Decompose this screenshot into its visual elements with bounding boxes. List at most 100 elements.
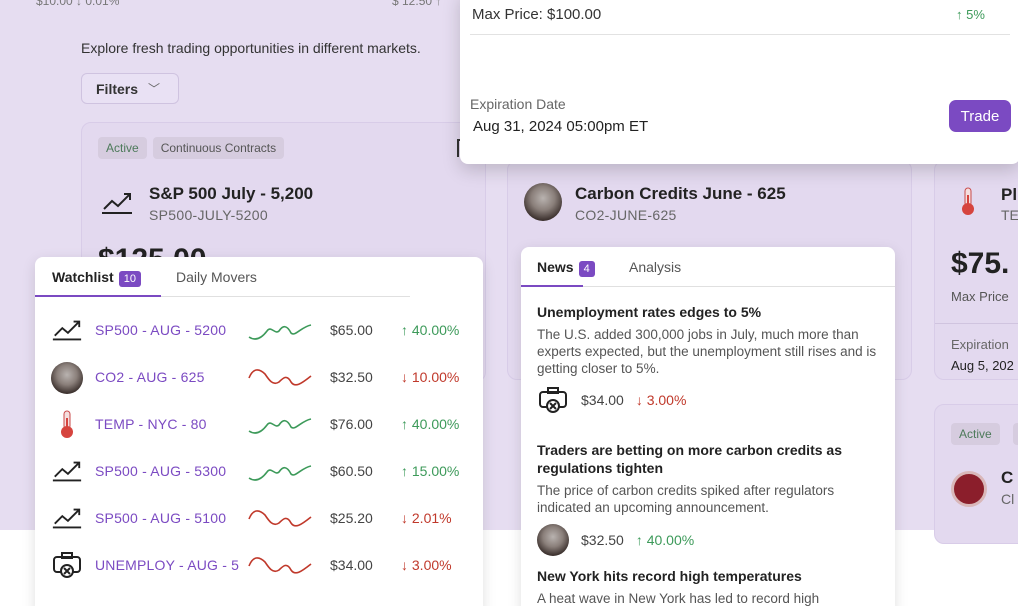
- co2-avatar: [51, 362, 83, 394]
- tab-daily-movers[interactable]: Daily Movers: [176, 269, 257, 285]
- max-price-label: Max Price: [951, 289, 1009, 304]
- watchlist-symbol[interactable]: SP500 - AUG - 5300: [95, 463, 227, 479]
- watchlist-change: ↓ 3.00%: [401, 557, 452, 573]
- news-body: A heat wave in New York has led to recor…: [537, 591, 820, 606]
- max-price: Max Price: $100.00: [472, 6, 602, 23]
- trade-button[interactable]: Trade: [949, 100, 1011, 132]
- expiration-label: Expiration Date: [470, 96, 566, 112]
- news-price: $32.50: [581, 532, 624, 548]
- expiration-date: Aug 31, 2024 05:00pm ET: [473, 118, 649, 135]
- watchlist-price: $34.00: [330, 557, 373, 573]
- briefcase-x-icon: [51, 550, 83, 582]
- watchlist-change: ↓ 2.01%: [401, 510, 452, 526]
- watchlist-price: $76.00: [330, 416, 373, 432]
- watchlist-price: $25.20: [330, 510, 373, 526]
- sparkline-up: [248, 465, 312, 481]
- card-code: Cl: [1001, 491, 1015, 507]
- card-code: CO2-JUNE-625: [575, 207, 677, 223]
- card-title: C: [1001, 468, 1014, 487]
- watchlist-tabs: Watchlist 10 Daily Movers: [35, 257, 410, 297]
- watchlist-price: $60.50: [330, 463, 373, 479]
- market-card-temp[interactable]: Pl TE $75. Max Price Expiration Aug 5, 2…: [934, 160, 1018, 380]
- top-cut-text-right: $ 12.50 ↑: [392, 0, 442, 8]
- card-title: Pl: [1001, 185, 1018, 204]
- briefcase-x-icon: [539, 387, 567, 413]
- chart-icon: [102, 193, 132, 214]
- price-change: ↑ 5%: [956, 7, 985, 22]
- count-badge: 10: [118, 271, 141, 287]
- news-body: The U.S. added 300,000 jobs in July, muc…: [537, 327, 877, 376]
- tab-watchlist[interactable]: Watchlist 10: [52, 269, 141, 287]
- watchlist-panel: Watchlist 10 Daily Movers SP500 - AUG - 5…: [35, 257, 483, 606]
- news-headline: Unemployment rates edges to 5%: [537, 304, 762, 320]
- news-body: The price of carbon credits spiked after…: [537, 483, 835, 515]
- watchlist-symbol[interactable]: UNEMPLOY - AUG - 5: [95, 557, 240, 573]
- divider: [935, 323, 1018, 324]
- sparkline-up: [248, 418, 312, 434]
- active-tab-underline: [35, 295, 161, 297]
- watchlist-row[interactable]: TEMP - NYC - 80 $76.00 ↑ 40.00%: [35, 403, 483, 443]
- news-tabs: News 4 Analysis: [521, 247, 895, 287]
- thermometer-icon: [962, 187, 974, 215]
- tab-analysis[interactable]: Analysis: [629, 259, 682, 275]
- sparkline-down: [248, 510, 312, 527]
- market-card-bulls[interactable]: Active C Cl: [934, 404, 1018, 544]
- intro-text: Explore fresh trading opportunities in d…: [81, 40, 421, 56]
- tab-news[interactable]: News 4: [537, 259, 595, 277]
- tab-label: Watchlist: [52, 269, 114, 285]
- top-cut-text-left: $10.00 ↓ 0.01%: [36, 0, 120, 8]
- news-change: ↑ 40.00%: [635, 532, 695, 548]
- filters-label: Filters: [96, 80, 139, 97]
- status-badge: Active: [951, 423, 1000, 445]
- news-headline: Traders are betting on more carbon credi…: [537, 442, 842, 476]
- co2-avatar: [524, 183, 562, 221]
- sparkline-up: [248, 324, 312, 340]
- trade-popup: Max Price: $100.00 ↑ 5% Expiration Date …: [460, 0, 1018, 164]
- filters-button[interactable]: Filters ﹀: [81, 73, 179, 104]
- thermometer-icon: [51, 409, 83, 441]
- sparkline-down: [248, 369, 312, 386]
- status-badge: Active: [98, 137, 147, 159]
- watchlist-change: ↑ 40.00%: [401, 322, 460, 338]
- news-change: ↓ 3.00%: [635, 392, 687, 408]
- watchlist-row[interactable]: SP500 - AUG - 5200 $65.00 ↑ 40.00%: [35, 309, 483, 349]
- watchlist-symbol[interactable]: TEMP - NYC - 80: [95, 416, 207, 432]
- watchlist-symbol[interactable]: CO2 - AUG - 625: [95, 369, 205, 385]
- news-headline: New York hits record high temperatures: [537, 568, 802, 584]
- watchlist-change: ↑ 15.00%: [401, 463, 460, 479]
- news-item[interactable]: Unemployment rates edges to 5% The U.S. …: [537, 303, 882, 415]
- co2-avatar: [537, 524, 569, 556]
- chart-icon: [51, 315, 83, 347]
- card-title: Carbon Credits June - 625: [575, 184, 786, 203]
- count-badge: 4: [578, 261, 595, 277]
- chart-icon: [51, 456, 83, 488]
- expiration-label: Expiration: [951, 337, 1009, 352]
- card-title: S&P 500 July - 5,200: [149, 184, 314, 203]
- watchlist-row[interactable]: CO2 - AUG - 625 $32.50 ↓ 10.00%: [35, 356, 483, 396]
- watchlist-price: $32.50: [330, 369, 373, 385]
- active-tab-underline: [521, 285, 583, 287]
- card-code: TE: [1001, 207, 1018, 223]
- sparkline-down: [248, 557, 312, 574]
- news-item[interactable]: New York hits record high temperatures A…: [537, 567, 882, 606]
- divider: [470, 34, 1010, 35]
- watchlist-change: ↑ 40.00%: [401, 416, 460, 432]
- watchlist-symbol[interactable]: SP500 - AUG - 5100: [95, 510, 227, 526]
- watchlist-row[interactable]: SP500 - AUG - 5100 $25.20 ↓ 2.01%: [35, 497, 483, 537]
- news-item[interactable]: Traders are betting on more carbon credi…: [537, 441, 882, 556]
- chart-icon: [51, 503, 83, 535]
- chevron-down-icon: ﹀: [148, 82, 161, 96]
- contract-type-badge: Continuous Contracts: [152, 137, 285, 159]
- bulls-logo-icon: [951, 471, 987, 507]
- watchlist-row[interactable]: UNEMPLOY - AUG - 5 $34.00 ↓ 3.00%: [35, 544, 483, 584]
- contract-type-badge: [1013, 423, 1018, 445]
- watchlist-row[interactable]: SP500 - AUG - 5300 $60.50 ↑ 15.00%: [35, 450, 483, 490]
- news-price: $34.00: [581, 392, 624, 408]
- watchlist-symbol[interactable]: SP500 - AUG - 5200: [95, 322, 227, 338]
- tab-label: News: [537, 259, 574, 275]
- card-code: SP500-JULY-5200: [149, 207, 268, 223]
- expiration-date: Aug 5, 202: [951, 358, 1014, 373]
- watchlist-price: $65.00: [330, 322, 373, 338]
- card-price: $75.: [951, 247, 1010, 280]
- watchlist-change: ↓ 10.00%: [401, 369, 460, 385]
